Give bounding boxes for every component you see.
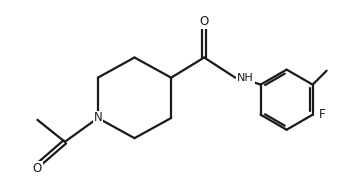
Text: O: O bbox=[33, 162, 42, 175]
Text: O: O bbox=[200, 15, 209, 28]
Text: F: F bbox=[319, 108, 326, 121]
Text: N: N bbox=[94, 112, 102, 124]
Text: NH: NH bbox=[237, 73, 254, 83]
